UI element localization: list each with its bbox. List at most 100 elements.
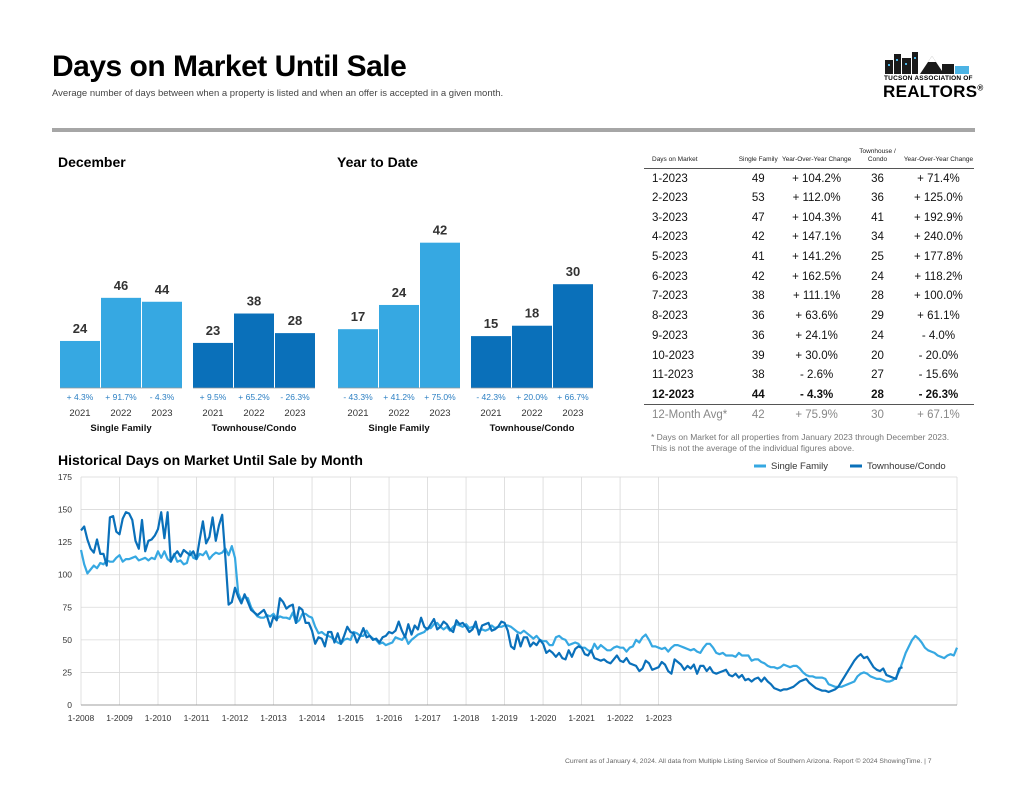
- year-tick-label: 2022: [521, 408, 542, 419]
- table-cell: + 118.2%: [914, 270, 963, 283]
- table-cell: 11-2023: [652, 369, 694, 382]
- table-cell: + 112.0%: [792, 192, 841, 205]
- table-cell: 20: [871, 349, 884, 362]
- bar: [512, 325, 552, 388]
- bar-value-label: 23: [206, 323, 220, 338]
- table-cell: + 61.1%: [917, 310, 960, 323]
- bar: [338, 329, 378, 388]
- header-divider: [52, 128, 975, 132]
- table-cell: + 141.2%: [792, 251, 842, 264]
- table-cell: + 147.1%: [792, 231, 842, 244]
- group-label: Single Family: [90, 423, 152, 434]
- bar: [553, 284, 593, 388]
- year-tick-label: 2021: [480, 408, 501, 419]
- table-cell: + 24.1%: [795, 329, 838, 342]
- col-header: Single Family: [738, 156, 778, 163]
- table-row: 9-2023 36 + 24.1% 24 - 4.0%: [644, 326, 974, 346]
- year-tick-label: 2021: [347, 408, 368, 419]
- table-cell: + 240.0%: [913, 231, 963, 244]
- table-cell: 12-Month Avg*: [652, 408, 728, 421]
- table-cell: - 2.6%: [799, 369, 834, 382]
- table-cell: 42: [751, 408, 765, 421]
- table-cell: 41: [871, 211, 884, 224]
- bar-value-label: 44: [155, 282, 170, 297]
- table-cell: 49: [751, 172, 765, 185]
- table-summary-row: 12-Month Avg* 42 + 75.9% 30 + 67.1%: [644, 405, 974, 425]
- table-cell: 38: [751, 369, 765, 382]
- table-cell: + 162.5%: [792, 270, 842, 283]
- year-tick-label: 2022: [110, 408, 131, 419]
- bar-value-label: 46: [114, 278, 128, 293]
- pct-change-label: + 41.2%: [383, 392, 415, 402]
- bar: [193, 342, 233, 388]
- ytd-title: Year to Date: [337, 154, 418, 170]
- table-cell: - 15.6%: [918, 369, 959, 382]
- table-cell: - 26.3%: [918, 388, 959, 401]
- table-row: 6-2023 42 + 162.5% 24 + 118.2%: [644, 267, 974, 287]
- table-cell: 29: [871, 310, 884, 323]
- pct-change-label: - 4.3%: [150, 392, 175, 402]
- group-label: Single Family: [368, 423, 430, 434]
- table-cell: 3-2023: [652, 211, 688, 224]
- logo-city-icon: [885, 52, 969, 74]
- page-title: Days on Market Until Sale: [52, 50, 407, 83]
- historical-chart-title: Historical Days on Market Until Sale by …: [58, 452, 363, 468]
- bar-value-label: 38: [247, 294, 261, 309]
- year-tick-label: 2023: [562, 408, 583, 419]
- table-cell: 1-2023: [652, 172, 688, 185]
- bar: [420, 242, 460, 388]
- table-cell: 47: [751, 211, 765, 224]
- pct-change-label: + 4.3%: [67, 392, 94, 402]
- table-cell: - 4.3%: [799, 388, 834, 401]
- table-cell: + 100.0%: [913, 290, 963, 303]
- table-cell: 53: [751, 192, 765, 205]
- col-header: Year-Over-Year Change: [781, 156, 852, 163]
- table-cell: 5-2023: [652, 251, 688, 264]
- bar-value-label: 17: [351, 309, 365, 324]
- table-row: 7-2023 38 + 111.1% 28 + 100.0%: [644, 287, 974, 307]
- december-title: December: [58, 154, 126, 170]
- pct-change-label: + 9.5%: [200, 392, 227, 402]
- bar: [60, 340, 100, 388]
- table-cell: 44: [751, 388, 765, 401]
- table-cell: 38: [751, 290, 765, 303]
- table-cell: 36: [751, 329, 765, 342]
- year-tick-label: 2023: [429, 408, 450, 419]
- table-cell: 7-2023: [652, 290, 688, 303]
- bar-value-label: 30: [566, 264, 580, 279]
- table-cell: 27: [871, 369, 884, 382]
- table-row: 5-2023 41 + 141.2% 25 + 177.8%: [644, 247, 974, 267]
- table-cell: 9-2023: [652, 329, 688, 342]
- table-cell: + 125.0%: [913, 192, 963, 205]
- year-tick-label: 2023: [284, 408, 305, 419]
- year-tick-label: 2022: [243, 408, 264, 419]
- logo-line1: TUCSON ASSOCIATION OF: [884, 75, 973, 82]
- bar-value-label: 24: [392, 285, 407, 300]
- table-cell: + 104.3%: [792, 211, 842, 224]
- table-cell: + 67.1%: [917, 408, 960, 421]
- bar: [101, 297, 141, 388]
- table-cell: + 71.4%: [917, 172, 960, 185]
- logo-line2: REALTORS®: [883, 82, 984, 101]
- pct-change-label: - 42.3%: [476, 392, 506, 402]
- year-tick-label: 2021: [202, 408, 223, 419]
- col-header: Days on Market: [652, 156, 698, 163]
- table-footnote: * Days on Market for all properties from…: [651, 432, 950, 453]
- table-cell: 12-2023: [652, 388, 695, 401]
- table-cell: 36: [751, 310, 765, 323]
- footer-text: Current as of January 4, 2024. All data …: [565, 758, 932, 765]
- table-row: 2-2023 53 + 112.0% 36 + 125.0%: [644, 188, 974, 208]
- pct-change-label: + 91.7%: [105, 392, 137, 402]
- bar-value-label: 18: [525, 306, 539, 321]
- table-row: 8-2023 36 + 63.6% 29 + 61.1%: [644, 306, 974, 326]
- table-cell: 42: [751, 231, 765, 244]
- year-tick-label: 2023: [151, 408, 172, 419]
- bar-value-label: 28: [288, 313, 302, 328]
- table-cell: 28: [871, 290, 884, 303]
- bar: [379, 304, 419, 388]
- year-tick-label: 2021: [69, 408, 90, 419]
- table-row: 10-2023 39 + 30.0% 20 - 20.0%: [644, 346, 974, 366]
- monthly-table: Days on Market Single Family Year-Over-Y…: [644, 148, 974, 424]
- page-subtitle: Average number of days between when a pr…: [52, 88, 504, 99]
